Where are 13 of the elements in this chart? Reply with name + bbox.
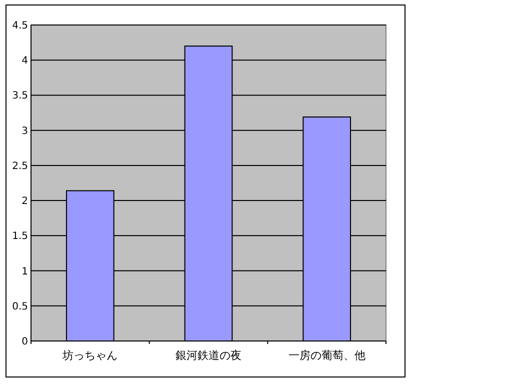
- x-tick-label: 一房の葡萄、他: [288, 349, 366, 362]
- x-tick-label: 銀河鉄道の夜: [176, 349, 242, 362]
- y-tick-label: 2: [22, 196, 28, 208]
- y-tick-label: 1.5: [12, 231, 28, 242]
- y-tick-label: 4: [22, 56, 28, 67]
- y-tick-label: 0: [22, 336, 28, 348]
- y-tick-label: 3: [22, 126, 28, 137]
- y-tick-label: 1: [22, 266, 28, 278]
- x-tick-label: 坊っちゃん: [62, 349, 118, 362]
- y-tick-label: 4.5: [12, 20, 28, 32]
- y-tick-label: 0.5: [12, 301, 28, 312]
- y-tick-label: 3.5: [12, 90, 28, 102]
- y-tick-label: 2.5: [12, 160, 28, 172]
